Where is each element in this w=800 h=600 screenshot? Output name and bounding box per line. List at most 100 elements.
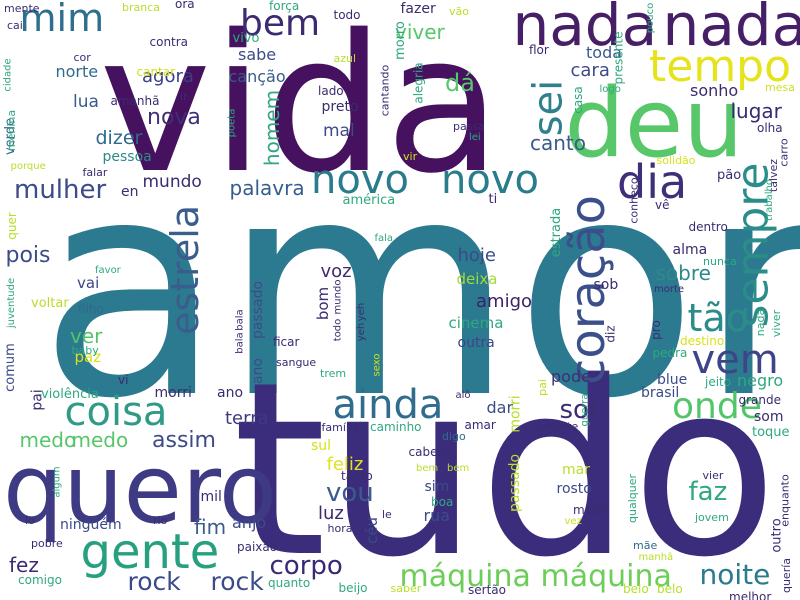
word-204: vier xyxy=(702,468,724,482)
word-195: tanto xyxy=(341,469,373,483)
word-154: azul xyxy=(333,51,357,65)
word-150: casa xyxy=(570,86,585,114)
word-178: diz xyxy=(603,325,618,343)
word-118: voltar xyxy=(31,295,69,311)
word-60: sabe xyxy=(238,45,277,64)
word-6: quero xyxy=(3,434,278,545)
word-85: ninguém xyxy=(60,517,122,533)
word-74: brasil xyxy=(641,385,680,401)
word-130: ficar xyxy=(273,335,300,349)
word-189: rio xyxy=(153,513,168,527)
word-151: alegria xyxy=(411,62,426,104)
word-157: branca xyxy=(122,0,161,14)
word-160: cai xyxy=(7,18,23,32)
word-111: estrada xyxy=(548,207,564,257)
word-95: fazer xyxy=(400,1,436,17)
word-12: coisa xyxy=(64,389,168,435)
word-0: amor xyxy=(38,115,800,464)
word-183: todo xyxy=(331,318,343,342)
word-29: corpo xyxy=(269,551,343,581)
word-119: quer xyxy=(4,212,19,240)
word-54: terra xyxy=(225,408,269,429)
word-48: homem xyxy=(260,89,285,167)
word-80: outra xyxy=(457,335,495,351)
word-174: trabalho xyxy=(763,179,775,221)
word-133: alô xyxy=(455,390,471,401)
word-186: yeh xyxy=(356,302,368,322)
word-127: violência xyxy=(41,386,99,402)
word-202: quería xyxy=(779,557,793,593)
word-91: passado xyxy=(250,280,267,340)
word-182: bala xyxy=(234,309,246,331)
word-147: presente xyxy=(611,31,625,85)
word-193: paixão xyxy=(237,540,278,554)
word-156: ora xyxy=(175,0,195,11)
word-134: pedra xyxy=(652,346,688,360)
word-190: lo xyxy=(25,513,35,527)
word-103: vi xyxy=(118,373,129,387)
word-191: pobre xyxy=(31,536,63,550)
word-137: grande xyxy=(738,393,782,407)
word-70: pode xyxy=(551,367,591,386)
word-149: logo xyxy=(599,84,621,95)
word-162: menina xyxy=(4,109,18,151)
word-209: guerra xyxy=(579,393,591,427)
word-21: bem xyxy=(240,3,321,44)
word-184: mundo xyxy=(331,279,343,315)
word-94: alma xyxy=(672,242,708,258)
word-172: conheço xyxy=(627,176,641,224)
word-82: preto xyxy=(321,99,359,115)
word-155: vão xyxy=(449,4,469,18)
word-128: filho xyxy=(78,302,104,316)
word-33: assim xyxy=(152,428,216,453)
word-11: tempo xyxy=(649,41,792,92)
word-14: novo xyxy=(311,157,409,203)
word-43: sobre xyxy=(655,261,711,285)
word-169: passa xyxy=(453,119,485,133)
word-170: lei xyxy=(469,132,481,143)
word-163: cor xyxy=(73,50,91,64)
word-142: pão xyxy=(717,167,742,183)
word-192: comigo xyxy=(18,573,62,587)
word-35: hoje xyxy=(457,245,497,266)
word-27: rock xyxy=(210,566,264,596)
word-53: fim xyxy=(194,515,227,539)
word-90: ano xyxy=(250,357,267,385)
word-208: qualquer xyxy=(625,473,639,523)
word-69: dar xyxy=(486,398,514,417)
word-167: falar xyxy=(82,165,108,179)
word-114: vê xyxy=(655,198,670,212)
word-177: pro xyxy=(648,320,663,340)
word-176: viver xyxy=(769,309,783,337)
word-123: caminho xyxy=(370,420,422,434)
word-62: toda xyxy=(586,43,623,62)
word-145: mesa xyxy=(765,80,795,94)
word-99: contra xyxy=(149,35,189,49)
word-198: sertão xyxy=(468,583,506,597)
word-56: luz xyxy=(318,503,344,524)
word-15: novo xyxy=(441,157,539,203)
word-152: morro xyxy=(392,20,408,60)
word-196: le xyxy=(382,507,392,521)
word-23: noite xyxy=(699,558,771,591)
word-210: amante xyxy=(536,419,579,433)
word-194: hora xyxy=(327,521,353,535)
word-58: cinema xyxy=(448,313,504,332)
word-19: tão xyxy=(687,296,749,340)
word-206: vez xyxy=(564,516,582,527)
word-175: nada xyxy=(753,308,767,336)
word-104: sul xyxy=(311,438,332,454)
word-140: nunca xyxy=(703,254,737,268)
word-185: yeh xyxy=(356,322,368,342)
word-181: bala xyxy=(234,332,246,354)
word-100: todo xyxy=(333,8,361,22)
word-126: pai xyxy=(535,378,549,396)
word-200: belo xyxy=(657,582,683,596)
word-158: força xyxy=(269,0,300,13)
word-79: sim xyxy=(424,479,450,495)
word-5: nada xyxy=(662,0,800,59)
word-42: nova xyxy=(147,105,201,130)
word-55: voz xyxy=(320,261,352,282)
word-37: viver xyxy=(395,20,445,44)
